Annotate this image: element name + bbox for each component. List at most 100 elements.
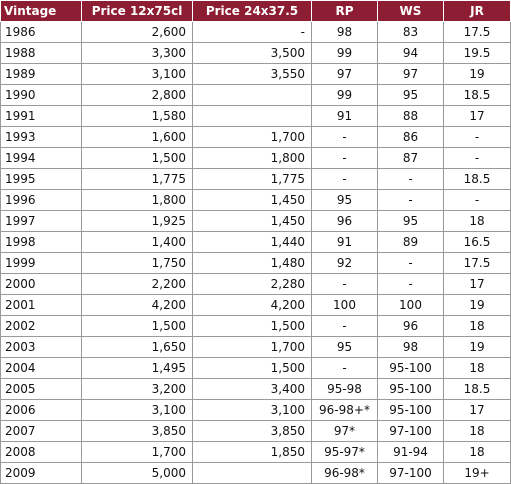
rp-score-cell: 96 (311, 210, 378, 232)
table-row: 1998 1,400 1,440 91 89 16.5 (0, 231, 511, 253)
header-row: Vintage Price 12x75cl Price 24x37.5 RP W… (0, 0, 511, 22)
table-row: 2000 2,200 2,280- -17 (0, 273, 511, 295)
ws-score-cell: 91-94 (377, 441, 444, 463)
price-24x37-5-cell: 3,100 (192, 399, 312, 421)
vintage-cell: 1988 (0, 42, 82, 64)
price-24x37-5-cell: 1,450 (192, 189, 312, 211)
ws-score-cell: 95-100 (377, 378, 444, 400)
rp-score-cell: 96-98+* (311, 399, 378, 421)
vintage-cell: 1998 (0, 231, 82, 253)
ws-score-cell: 86 (377, 126, 444, 148)
price-12x75cl-cell: 1,500 (81, 315, 193, 337)
rp-score-cell: - (311, 357, 378, 379)
table-row: 1994 1,500 1,800-87- (0, 147, 511, 169)
table-row: 1995 1,775 1,775- -18.5 (0, 168, 511, 190)
vintage-cell: 1990 (0, 84, 82, 106)
rp-score-cell: - (311, 147, 378, 169)
table-row: 2007 3,850 3,850 97* 97-100 18 (0, 420, 511, 442)
price-12x75cl-cell: 1,400 (81, 231, 193, 253)
ws-score-cell: 95 (377, 84, 444, 106)
table-row: 2008 1,700 1,850 95-97* 91-94 18 (0, 441, 511, 463)
ws-score-cell: 95-100 (377, 399, 444, 421)
price-24x37-5-cell: 1,450 (192, 210, 312, 232)
price-24x37-5-cell: 1,700 (192, 336, 312, 358)
header-price-12x75cl: Price 12x75cl (81, 0, 193, 22)
vintage-cell: 1994 (0, 147, 82, 169)
table-row: 1996 1,800 1,450 95- - (0, 189, 511, 211)
price-12x75cl-cell: 1,800 (81, 189, 193, 211)
vintage-cell: 2008 (0, 441, 82, 463)
price-12x75cl-cell: 1,700 (81, 441, 193, 463)
jr-score-cell: 18 (443, 357, 511, 379)
price-24x37-5-cell (192, 462, 312, 484)
price-24x37-5-cell: - (192, 21, 312, 43)
table-row: 2003 1,650 1,700 95 98 19 (0, 336, 511, 358)
jr-score-cell: 18 (443, 441, 511, 463)
price-12x75cl-cell: 3,100 (81, 399, 193, 421)
ws-score-cell: - (377, 273, 444, 295)
rp-score-cell: - (311, 315, 378, 337)
price-12x75cl-cell: 3,200 (81, 378, 193, 400)
vintage-cell: 2003 (0, 336, 82, 358)
jr-score-cell: 17.5 (443, 252, 511, 274)
jr-score-cell: 17 (443, 399, 511, 421)
rp-score-cell: 91 (311, 105, 378, 127)
table-row: 1999 1,750 1,480 92-17.5 (0, 252, 511, 274)
rp-score-cell: - (311, 168, 378, 190)
price-12x75cl-cell: 4,200 (81, 294, 193, 316)
price-24x37-5-cell: 1,500 (192, 315, 312, 337)
rp-score-cell: 95-97* (311, 441, 378, 463)
table-row: 2005 3,200 3,400 95-98 95-100 18.5 (0, 378, 511, 400)
jr-score-cell: 19 (443, 294, 511, 316)
vintage-cell: 2007 (0, 420, 82, 442)
table-row: 1986 2,600-98 83 17.5 (0, 21, 511, 43)
price-24x37-5-cell: 3,500 (192, 42, 312, 64)
rp-score-cell: 97* (311, 420, 378, 442)
price-12x75cl-cell: 2,200 (81, 273, 193, 295)
jr-score-cell: 18.5 (443, 378, 511, 400)
jr-score-cell: - (443, 147, 511, 169)
jr-score-cell: 18 (443, 420, 511, 442)
rp-score-cell: 96-98* (311, 462, 378, 484)
vintage-cell: 1991 (0, 105, 82, 127)
price-12x75cl-cell: 1,750 (81, 252, 193, 274)
price-12x75cl-cell: 1,580 (81, 105, 193, 127)
price-24x37-5-cell: 1,500 (192, 357, 312, 379)
header-jr: JR (443, 0, 511, 22)
header-rp: RP (311, 0, 378, 22)
vintage-cell: 2000 (0, 273, 82, 295)
price-12x75cl-cell: 2,600 (81, 21, 193, 43)
rp-score-cell: 95 (311, 189, 378, 211)
price-24x37-5-cell: 1,700 (192, 126, 312, 148)
price-24x37-5-cell: 2,280 (192, 273, 312, 295)
price-24x37-5-cell: 1,775 (192, 168, 312, 190)
jr-score-cell: 16.5 (443, 231, 511, 253)
price-24x37-5-cell: 1,480 (192, 252, 312, 274)
table-row: 1991 1,580 91 88 17 (0, 105, 511, 127)
jr-score-cell: 19+ (443, 462, 511, 484)
rp-score-cell: 97 (311, 63, 378, 85)
price-12x75cl-cell: 1,495 (81, 357, 193, 379)
ws-score-cell: 89 (377, 231, 444, 253)
ws-score-cell: 88 (377, 105, 444, 127)
ws-score-cell: 95 (377, 210, 444, 232)
vintage-cell: 1986 (0, 21, 82, 43)
ws-score-cell: 94 (377, 42, 444, 64)
price-12x75cl-cell: 1,650 (81, 336, 193, 358)
jr-score-cell: - (443, 189, 511, 211)
rp-score-cell: 95-98 (311, 378, 378, 400)
price-24x37-5-cell: 3,550 (192, 63, 312, 85)
vintage-cell: 2004 (0, 357, 82, 379)
vintage-cell: 1996 (0, 189, 82, 211)
ws-score-cell: 87 (377, 147, 444, 169)
ws-score-cell: 100 (377, 294, 444, 316)
rp-score-cell: - (311, 126, 378, 148)
table-row: 1993 1,600 1,700-86- (0, 126, 511, 148)
table-row: 2002 1,500 1,500-96 18 (0, 315, 511, 337)
table-header: Vintage Price 12x75cl Price 24x37.5 RP W… (0, 0, 511, 22)
price-12x75cl-cell: 3,300 (81, 42, 193, 64)
table-row: 2004 1,495 1,500-95-100 18 (0, 357, 511, 379)
ws-score-cell: 98 (377, 336, 444, 358)
jr-score-cell: 17.5 (443, 21, 511, 43)
rp-score-cell: - (311, 273, 378, 295)
